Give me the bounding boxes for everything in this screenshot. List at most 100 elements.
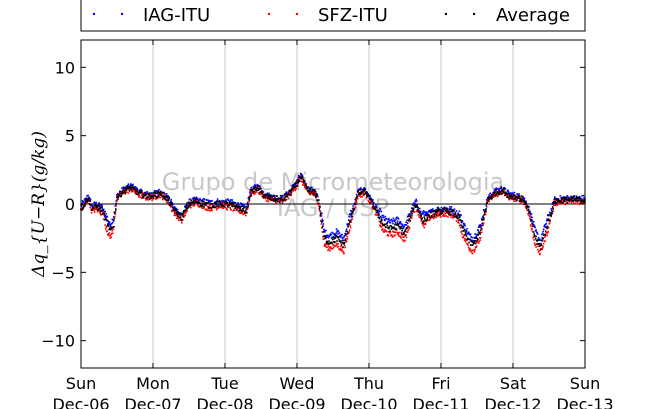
- data-point: [274, 200, 277, 203]
- data-point: [141, 194, 143, 197]
- data-point: [147, 199, 149, 201]
- data-point: [433, 213, 436, 215]
- data-point: [199, 199, 202, 201]
- data-point: [422, 210, 425, 212]
- data-point: [501, 189, 504, 191]
- data-point: [485, 206, 488, 208]
- data-point: [564, 200, 566, 202]
- data-point: [359, 196, 362, 198]
- data-point: [108, 227, 111, 229]
- data-point: [302, 181, 305, 183]
- data-point: [303, 186, 306, 188]
- data-point: [482, 215, 484, 217]
- data-point: [542, 245, 544, 248]
- data-point: [108, 235, 111, 237]
- data-point: [101, 206, 103, 209]
- data-point: [290, 189, 293, 191]
- data-point: [285, 193, 287, 196]
- data-point: [542, 242, 545, 245]
- data-point: [389, 232, 391, 234]
- data-point: [472, 242, 475, 245]
- data-point: [525, 205, 527, 207]
- data-point: [394, 231, 397, 234]
- data-point: [497, 192, 500, 194]
- data-point: [264, 196, 266, 199]
- data-point: [530, 228, 533, 231]
- data-point: [419, 217, 422, 220]
- data-point: [88, 200, 90, 203]
- data-point: [503, 192, 505, 194]
- data-point: [521, 201, 523, 203]
- data-point: [409, 214, 412, 217]
- data-point: [263, 193, 265, 196]
- data-point: [192, 197, 195, 199]
- data-point: [265, 197, 267, 199]
- data-point: [294, 186, 296, 188]
- data-point: [391, 226, 393, 228]
- data-point: [392, 227, 395, 229]
- data-point: [575, 197, 578, 200]
- data-point: [273, 195, 275, 197]
- data-point: [546, 234, 548, 236]
- data-point: [309, 190, 312, 192]
- data-point: [567, 196, 569, 199]
- data-point: [328, 235, 331, 237]
- data-point: [328, 242, 331, 245]
- data-point: [123, 191, 126, 194]
- data-point: [527, 209, 530, 212]
- data-point: [272, 200, 275, 202]
- data-point: [322, 225, 324, 227]
- data-point: [403, 230, 406, 233]
- data-point: [397, 231, 399, 234]
- data-point: [388, 227, 390, 230]
- data-point: [363, 190, 366, 192]
- data-point: [193, 198, 195, 201]
- data-point: [178, 214, 181, 217]
- data-point: [397, 218, 400, 220]
- data-point: [125, 187, 127, 190]
- data-point: [155, 190, 158, 192]
- data-point: [146, 193, 148, 196]
- data-point: [536, 243, 539, 245]
- data-point: [461, 233, 463, 235]
- data-point: [120, 190, 123, 193]
- data-point: [98, 209, 101, 211]
- data-point: [411, 213, 413, 215]
- data-point: [433, 215, 436, 218]
- data-point: [376, 206, 378, 209]
- data-point: [554, 204, 557, 207]
- data-point: [160, 193, 163, 195]
- data-point: [220, 204, 222, 207]
- data-point: [403, 232, 405, 234]
- data-point: [293, 186, 295, 189]
- data-point: [164, 195, 167, 198]
- data-point: [240, 210, 243, 213]
- data-point: [286, 195, 289, 198]
- data-point: [459, 219, 462, 222]
- data-point: [416, 204, 418, 207]
- data-point: [201, 200, 203, 202]
- data-point: [467, 238, 470, 240]
- data-point: [395, 223, 397, 226]
- data-point: [383, 230, 386, 233]
- data-point: [478, 240, 480, 243]
- data-point: [349, 209, 352, 212]
- data-point: [345, 239, 347, 241]
- data-point: [306, 186, 309, 188]
- data-point: [210, 207, 213, 209]
- data-point: [531, 216, 533, 219]
- data-point: [510, 192, 513, 195]
- data-point: [210, 208, 213, 211]
- data-point: [317, 199, 320, 201]
- data-point: [114, 213, 117, 216]
- data-point: [182, 213, 184, 215]
- data-point: [88, 203, 91, 205]
- data-point: [226, 201, 228, 204]
- data-point: [396, 216, 398, 219]
- data-point: [334, 237, 337, 239]
- data-point: [119, 193, 122, 195]
- data-point: [513, 197, 516, 200]
- data-point: [449, 206, 451, 208]
- data-point: [135, 189, 137, 191]
- data-point: [389, 230, 391, 233]
